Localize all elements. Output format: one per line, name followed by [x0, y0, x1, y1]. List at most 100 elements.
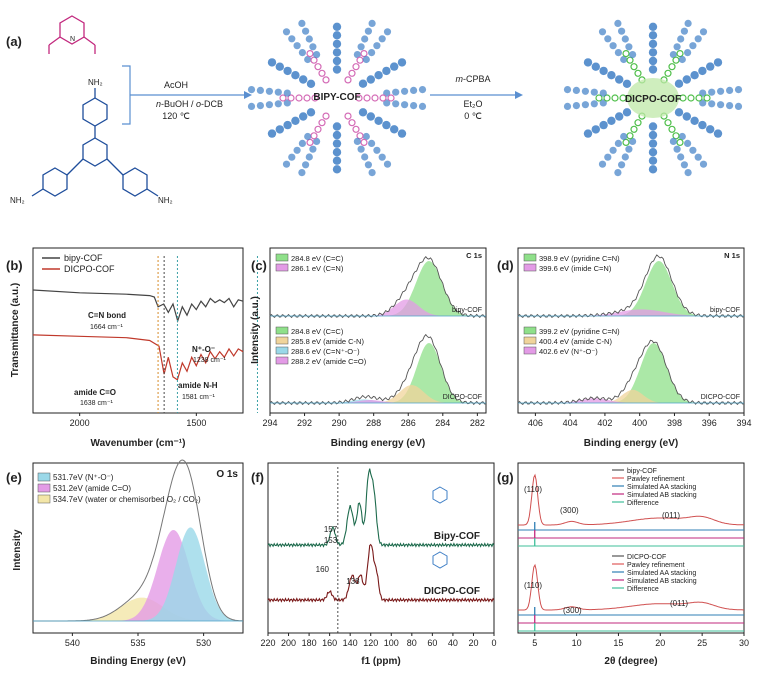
cof-ring-node — [648, 56, 658, 66]
panel-g-label: (g) — [497, 470, 514, 485]
cof-branch-node — [392, 88, 400, 96]
cof-linker-node — [318, 119, 326, 127]
panel-f-x-tick-label: 220 — [260, 638, 275, 648]
cof-branch-node — [309, 145, 317, 153]
xps-sample-label-0: bipy-COF — [710, 307, 740, 314]
nmr-peak-153: 153 — [324, 536, 338, 545]
cof-ring-node — [390, 62, 399, 71]
cof-branch-node — [357, 145, 365, 153]
cof-linker-node — [687, 94, 695, 102]
o1s-legend-label: 534.7eV (water or chemisorbed O₂ / CO₂) — [53, 495, 201, 504]
xps-legend-swatch — [523, 253, 537, 262]
cof-branch-node — [283, 89, 291, 97]
panel-e-x-tick-label: 530 — [196, 638, 211, 648]
panel-b-frame — [32, 247, 244, 414]
xps-legend-swatch — [275, 356, 289, 365]
cof-branch-node — [383, 28, 392, 36]
cof-ring-node — [607, 71, 616, 80]
cof-ring-node — [706, 125, 715, 134]
panel-b-xlabel: Wavenumber (cm⁻¹) — [91, 438, 186, 449]
cof-ring-node — [648, 130, 658, 140]
xps-legend-label: 288.6 eV (C=N⁺-O⁻) — [291, 347, 360, 356]
panel-d-frame — [517, 247, 745, 414]
cof-ring-node — [291, 71, 300, 80]
cof-ring-node — [674, 108, 684, 117]
pxrd-bottom-pattern — [518, 563, 744, 611]
cof-branch-node — [401, 87, 409, 95]
annotation-no-wavenumber: 1238 cm⁻¹ — [193, 357, 227, 364]
o1s-legend-label: 531.7eV (N⁺-O⁻) — [53, 473, 114, 482]
cof-branch-node — [392, 100, 400, 108]
cof-branch-node — [563, 102, 572, 110]
cof-ring-node — [583, 129, 593, 138]
cof-linker-node — [622, 49, 630, 58]
xps-legend-label: 399.6 eV (imide C=N) — [539, 264, 612, 273]
cof-ring-node — [366, 75, 375, 84]
cof-linker-node — [348, 119, 356, 127]
cof-ring-node — [622, 79, 632, 89]
cof-linker-node — [387, 94, 395, 102]
cof-branch-node — [247, 86, 256, 94]
xps-component-d-0-1 — [518, 309, 744, 316]
pxrd-legend-bottom-label: Difference — [627, 586, 659, 593]
cof-linker-node — [322, 112, 330, 120]
panel-f-x-tick-label: 40 — [448, 638, 458, 648]
cof-branch-node — [614, 19, 622, 27]
cof-branch-node — [383, 89, 391, 97]
cof-branch-node — [708, 88, 716, 96]
panel-f-x-tick-label: 0 — [491, 638, 496, 648]
cof-linker-node — [664, 119, 672, 127]
pxrd-legend-bottom-label: Simulated AB stacking — [627, 578, 697, 585]
panel-d-title: N 1s — [724, 251, 740, 260]
panel-c-xlabel: Binding energy (eV) — [331, 438, 425, 449]
cof-branch-node — [590, 88, 598, 96]
cof-ring-node — [275, 62, 284, 71]
nmr-spectrum-0 — [267, 468, 495, 548]
cof-ring-node — [615, 75, 624, 84]
cof-branch-node — [313, 51, 321, 59]
annotation-no: N⁺-O⁻ — [192, 345, 215, 354]
cof-branch-node — [620, 55, 628, 64]
o1s-legend-swatch — [37, 494, 51, 504]
annotation-amide-nh: amide N-H — [178, 381, 218, 390]
panel-d: (d) 406 404 402 400 398 396 394 398.9 eV (pyrid… — [497, 247, 752, 449]
cof-branch-node — [373, 42, 381, 50]
cof-ring-node — [648, 31, 658, 40]
pxrd-top-peak-011: (011) — [662, 511, 680, 520]
panel-d-x-tick-label: 406 — [528, 418, 543, 428]
cof-linker-node — [379, 94, 387, 102]
dicpo-cof-label: DICPO-COF — [625, 94, 681, 105]
cof-branch-node — [362, 55, 370, 64]
cof-linker-node — [634, 69, 642, 77]
panel-c-ylabel: Intensity (a.u.) — [250, 296, 261, 364]
panel-e-x-tick-label: 540 — [65, 638, 80, 648]
cof-ring-node — [299, 75, 308, 84]
panel-f-frame — [267, 462, 495, 634]
panel-f-x-tick-label: 80 — [407, 638, 417, 648]
cof-branch-node — [418, 102, 427, 110]
cof-branch-node — [378, 153, 386, 161]
cof-linker-node — [314, 63, 322, 71]
cof-ring-node — [713, 129, 723, 138]
cof-linker-node — [668, 125, 676, 133]
cof-linker-node — [311, 94, 319, 102]
xps-component-c-1-0 — [270, 343, 486, 403]
xps-component-c-1-3 — [270, 400, 486, 403]
cof-branch-node — [625, 43, 633, 51]
amine-label-right: NH₂ — [158, 196, 173, 205]
xps-legend-label: 398.9 eV (pyridine C=N) — [539, 254, 620, 263]
xps-legend-swatch — [523, 346, 537, 355]
ftir-line-bipy-cof — [32, 289, 244, 323]
pyridine-n-label: N — [70, 36, 75, 43]
cof-linker-node — [348, 69, 356, 77]
cof-branch-node — [717, 101, 725, 109]
cof-branch-node — [309, 43, 317, 51]
legend-label-dicpo-cof: DICPO-COF — [64, 264, 115, 274]
cof-linker-node — [352, 63, 360, 71]
panel-f-x-tick-label: 20 — [468, 638, 478, 648]
panel-c-label: (c) — [251, 258, 267, 273]
cof-branch-node — [572, 86, 581, 94]
xps-legend-label: 284.8 eV (C=C) — [291, 254, 344, 263]
